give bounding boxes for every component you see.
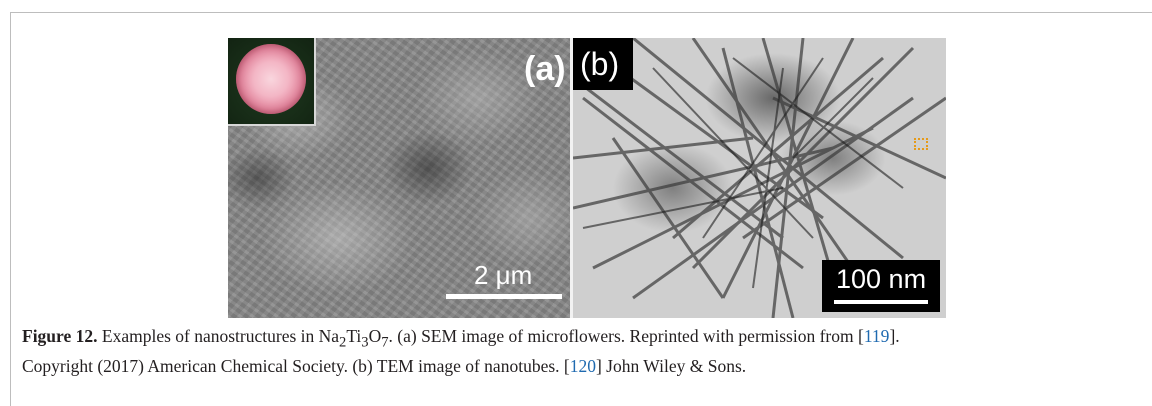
carnation-flower: [236, 44, 306, 114]
caption-text: . (a) SEM image of microflowers. Reprint…: [389, 326, 864, 346]
panel-b-label: (b): [580, 48, 619, 80]
panel-a-label: (a): [524, 52, 566, 86]
caption-text: O: [369, 326, 382, 346]
figure-caption: Figure 12. Examples of nanostructures in…: [22, 325, 1132, 378]
subscript: 7: [381, 335, 388, 351]
caption-text: Ti: [346, 326, 361, 346]
subscript: 3: [361, 335, 368, 351]
caption-text: ] John Wiley & Sons.: [596, 356, 746, 376]
scale-bar-a-label: 2 μm: [474, 260, 532, 291]
caption-text: Copyright (2017) American Chemical Socie…: [22, 356, 570, 376]
highlight-marker: [914, 138, 928, 150]
caption-text: Examples of nanostructures in Na: [98, 326, 340, 346]
reference-link-120[interactable]: 120: [570, 356, 596, 376]
scale-bar-b: [834, 300, 928, 304]
caption-text: ].: [889, 326, 899, 346]
scale-bar-a: [446, 294, 562, 299]
figure-number: Figure 12.: [22, 326, 98, 346]
figure-image: (a) (b) 2 μm 100 nm: [228, 38, 946, 318]
reference-link-119[interactable]: 119: [864, 326, 890, 346]
flower-photo-inset: [228, 38, 316, 126]
scale-bar-b-label: 100 nm: [836, 264, 926, 295]
